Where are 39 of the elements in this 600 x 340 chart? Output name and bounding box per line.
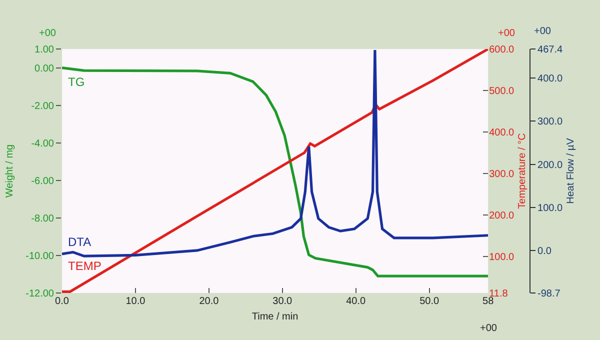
y2-tick-label: 200.0 [489, 210, 515, 222]
x-axis-title: Time / min [252, 312, 298, 322]
y-axis-title: Weight / mg [4, 144, 16, 198]
y-tick-label: 1.00 [34, 44, 54, 56]
y2-tick-label: 500.0 [489, 86, 515, 97]
y-tick-label: -12.00 [26, 288, 54, 300]
y2-tick-label: 300.0 [489, 168, 515, 180]
y3-tick-label: -98.7 [538, 288, 561, 300]
y-tick-label: 0.00 [34, 63, 54, 74]
x-tick-label: 50.0 [420, 296, 440, 307]
y3-tick-label: 300.0 [538, 116, 564, 128]
y2-tick-label: 400.0 [489, 127, 515, 138]
y3-tick-label: 200.0 [538, 160, 564, 171]
y3-axis-title: Heat Flow / µV [566, 138, 577, 204]
y3-tick-label: 0.0 [538, 246, 552, 257]
y2-tick-label: 100.0 [489, 252, 515, 263]
y2-axis-title: Temperature / °C [517, 133, 528, 209]
series-label: DTA [68, 235, 92, 249]
text: +00 [534, 26, 552, 37]
x-tick-label: 40.0 [346, 296, 366, 307]
y-tick-label: -10.00 [26, 250, 54, 262]
x-tick-label: 0.0 [55, 296, 70, 307]
y-tick-label: -8.00 [31, 213, 54, 224]
text: +00 [39, 28, 56, 39]
series-label: TEMP [68, 259, 102, 273]
series-label: TG [68, 75, 85, 89]
text: +00 [480, 323, 498, 334]
y3-tick-label: 100.0 [538, 202, 564, 214]
x-tick-label: 58 [482, 296, 494, 307]
y3-tick-label: 467.4 [538, 44, 564, 56]
x-tick-label: 30.0 [272, 296, 293, 307]
x-tick-label: 20.0 [199, 296, 220, 307]
x-tick-label: 10.0 [126, 296, 146, 307]
y2-tick-label: 600.0 [489, 44, 515, 56]
y-tick-label: -4.00 [31, 138, 54, 150]
y-tick-label: -6.00 [31, 176, 54, 187]
y3-tick-label: 400.0 [538, 74, 564, 85]
text: +00 [498, 28, 516, 39]
y-tick-label: -2.00 [31, 100, 54, 112]
